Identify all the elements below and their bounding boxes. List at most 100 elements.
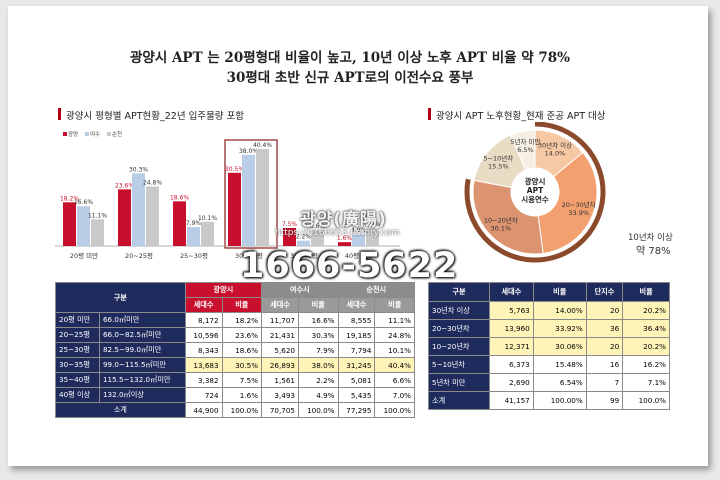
row-value: 38.0% bbox=[297, 357, 339, 373]
slice-value-0: 14.0% bbox=[545, 149, 566, 157]
row-value: 3,493 bbox=[261, 387, 299, 403]
th-4: 비율 bbox=[622, 282, 670, 302]
bar-label-1-0: 23.6% bbox=[115, 182, 134, 189]
highlight-box bbox=[224, 139, 278, 249]
bar-3-0 bbox=[228, 172, 241, 246]
row-cat: 5년차 미만 bbox=[427, 373, 491, 392]
ten-year-arc bbox=[464, 122, 606, 263]
legend-label-2: 순천 bbox=[112, 130, 122, 138]
row-value: 7 bbox=[585, 373, 624, 392]
row-cat: 30년차 이상 bbox=[427, 301, 491, 320]
row-value: 20 bbox=[585, 301, 624, 320]
table-total: 소계 41,157 100.00% 99 100.0% bbox=[427, 391, 670, 410]
table-total: 소계 44,900 100.0% 70,705 100.0% 77,295 100.0% bbox=[55, 402, 415, 418]
x-tick-5: 40평 이상 bbox=[345, 251, 373, 260]
bar-label-1-1: 30.3% bbox=[129, 166, 148, 173]
size-bar-chart: 광양 여수 순천 18.2%16.6% 11.1% 20평 미만 23.6% 30.3% 24.… bbox=[55, 130, 400, 260]
row-value: 11.1% bbox=[374, 312, 415, 328]
row-value: 7.0% bbox=[374, 387, 415, 403]
slice-label-1: 20~30년차 bbox=[562, 200, 596, 209]
row-value: 2.2% bbox=[297, 372, 339, 388]
row-value: 18.2% bbox=[221, 312, 263, 328]
bar-5-0 bbox=[338, 242, 351, 246]
legend-swatch-0 bbox=[63, 132, 67, 136]
row-value: 14.00% bbox=[532, 301, 587, 320]
th-group-0: 구분 bbox=[55, 282, 186, 313]
bar-5-2 bbox=[366, 228, 379, 246]
row-value: 1,561 bbox=[261, 372, 299, 388]
row-value: 18.6% bbox=[221, 342, 263, 358]
row-value: 23.6% bbox=[221, 327, 263, 343]
th-group-2: 여수시 bbox=[261, 282, 339, 298]
legend-label-0: 광양 bbox=[68, 130, 78, 138]
row-value: 12,371 bbox=[489, 337, 534, 356]
x-tick-2: 25~30평 bbox=[180, 251, 208, 260]
total-value: 100.0% bbox=[374, 402, 415, 418]
slice-2 bbox=[472, 179, 544, 255]
row-value: 8,172 bbox=[184, 312, 223, 328]
row-range: 99.0~115.5㎡미만 bbox=[98, 357, 186, 373]
row-range: 66.0㎡미만 bbox=[98, 312, 186, 328]
bar-label-2-0: 18.6% bbox=[170, 194, 189, 201]
row-range: 82.5~99.0㎡미만 bbox=[98, 342, 186, 358]
slice-value-4: 6.5% bbox=[517, 146, 534, 154]
bar-0-1 bbox=[77, 206, 90, 246]
row-cat: 10~20년차 bbox=[427, 337, 491, 356]
callout-value: 약 78% bbox=[636, 245, 671, 257]
th-sub-4: 세대수 bbox=[337, 297, 376, 313]
total-value: 100.00% bbox=[532, 391, 587, 410]
total-value: 100.0% bbox=[622, 391, 670, 410]
bar-label-5-1: 4.9% bbox=[351, 227, 367, 234]
center-label-0: 광양시 bbox=[525, 176, 546, 186]
table-row: 20평 미만 66.0㎡미만 8,172 18.2% 11,707 16.6% 8,555 1… bbox=[55, 312, 415, 328]
th-3: 단지수 bbox=[585, 282, 624, 302]
row-cat: 25~30평 bbox=[55, 342, 100, 358]
legend-swatch-1 bbox=[85, 132, 89, 136]
section-marker-left bbox=[58, 108, 61, 120]
bar-0-2 bbox=[91, 219, 104, 246]
row-value: 2,690 bbox=[489, 373, 534, 392]
row-value: 7.9% bbox=[297, 342, 339, 358]
bar-1-0 bbox=[118, 189, 131, 246]
bar-0-0 bbox=[63, 202, 76, 246]
total-value: 41,157 bbox=[489, 391, 534, 410]
row-range: 66.0~82.5㎡미만 bbox=[98, 327, 186, 343]
bar-label-0-2: 11.1% bbox=[88, 212, 107, 219]
row-value: 6,373 bbox=[489, 355, 534, 374]
row-cat: 35~40평 bbox=[55, 372, 100, 388]
row-value: 3,382 bbox=[184, 372, 223, 388]
slice-label-0: 30년차 이상 bbox=[538, 140, 572, 149]
watermark-name: 광양(廣陽) bbox=[300, 210, 387, 230]
slice-value-3: 15.5% bbox=[488, 163, 509, 171]
section-title-right: 광양시 APT 노후현황_현재 준공 APT 대상 bbox=[436, 111, 606, 122]
table-row: 10~20년차 12,371 30.06% 20 20.2% bbox=[427, 337, 670, 356]
bar-1-1 bbox=[132, 173, 145, 246]
th-group-1: 광양시 bbox=[184, 282, 263, 298]
center-label-1: APT bbox=[527, 186, 544, 195]
row-value: 20.2% bbox=[622, 301, 670, 320]
bar-label-2-1: 7.9% bbox=[186, 220, 202, 227]
row-value: 24.8% bbox=[374, 327, 415, 343]
x-tick-4: 35~40평 bbox=[290, 251, 318, 260]
legend-label-1: 여수 bbox=[90, 130, 100, 138]
x-tick-1: 20~25평 bbox=[125, 251, 153, 260]
row-value: 20 bbox=[585, 337, 624, 356]
th-0: 구분 bbox=[427, 282, 491, 302]
bar-label-3-2: 40.4% bbox=[253, 142, 272, 149]
bar-label-5-2: 7.4% bbox=[365, 221, 381, 228]
row-value: 4.9% bbox=[297, 387, 339, 403]
bar-4-1 bbox=[297, 240, 310, 246]
x-tick-3: 30~35평 bbox=[235, 251, 263, 260]
bar-label-0-0: 18.2% bbox=[60, 195, 79, 202]
row-value: 36.4% bbox=[622, 319, 670, 338]
row-value: 16.2% bbox=[622, 355, 670, 374]
row-value: 11,707 bbox=[261, 312, 299, 328]
slice-value-1: 33.9% bbox=[568, 209, 589, 217]
row-value: 7.1% bbox=[622, 373, 670, 392]
bar-label-3-0: 30.5% bbox=[225, 166, 244, 173]
table-row: 5년차 미만 2,690 6.54% 7 7.1% bbox=[427, 373, 670, 392]
row-value: 5,763 bbox=[489, 301, 534, 320]
total-value: 44,900 bbox=[184, 402, 223, 418]
row-cat: 20~30년차 bbox=[427, 319, 491, 338]
